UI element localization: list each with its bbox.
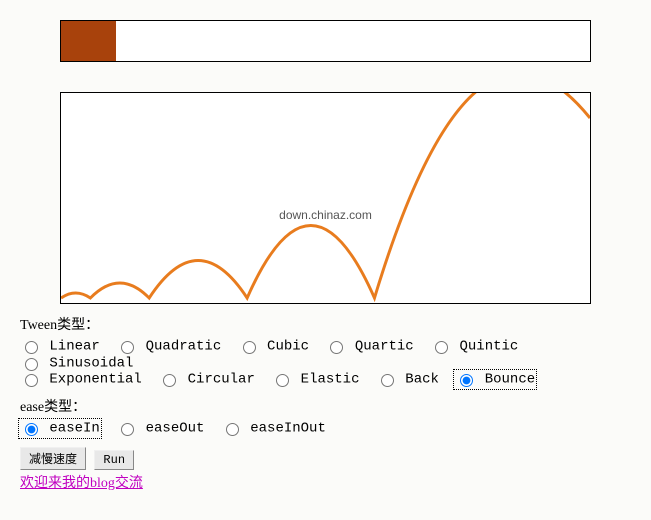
easing-chart: down.chinaz.com	[60, 92, 591, 304]
tween-option-linear[interactable]: Linear	[20, 338, 100, 355]
ease-label: ease类型：	[20, 400, 86, 415]
tween-radio-quadratic[interactable]	[121, 341, 134, 354]
tween-option-quartic[interactable]: Quartic	[325, 338, 413, 355]
tween-radio-back[interactable]	[381, 374, 394, 387]
link-row: 欢迎来我的blog交流	[20, 472, 631, 492]
progress-fill	[61, 21, 116, 61]
tween-option-exponential[interactable]: Exponential	[20, 371, 142, 388]
tween-radio-sinusoidal[interactable]	[25, 358, 38, 371]
tween-option-sinusoidal[interactable]: Sinusoidal	[20, 355, 133, 372]
blog-link[interactable]: 欢迎来我的blog交流	[20, 476, 143, 491]
ease-option-easeout[interactable]: easeOut	[116, 420, 204, 437]
tween-option-elastic[interactable]: Elastic	[271, 371, 359, 388]
run-button[interactable]: Run	[94, 450, 134, 470]
tween-option-quintic[interactable]: Quintic	[430, 338, 518, 355]
tween-options: Linear Quadratic Cubic Quartic Quintic S…	[20, 338, 631, 388]
tween-radio-linear[interactable]	[25, 341, 38, 354]
ease-radio-easeinout[interactable]	[226, 423, 239, 436]
tween-label: Tween类型：	[20, 318, 99, 333]
slow-button[interactable]: 减慢速度	[20, 447, 86, 470]
tween-radio-quartic[interactable]	[330, 341, 343, 354]
tween-option-quadratic[interactable]: Quadratic	[116, 338, 221, 355]
progress-bar	[60, 20, 591, 62]
tween-section: Tween类型： Linear Quadratic Cubic Quartic …	[20, 314, 631, 388]
tween-radio-exponential[interactable]	[25, 374, 38, 387]
ease-radio-easeout[interactable]	[121, 423, 134, 436]
ease-option-easeinout[interactable]: easeInOut	[221, 420, 326, 437]
tween-radio-circular[interactable]	[163, 374, 176, 387]
ease-option-easein[interactable]: easeIn	[20, 420, 100, 437]
button-row: 减慢速度 Run	[20, 447, 631, 470]
tween-option-bounce[interactable]: Bounce	[455, 371, 535, 388]
tween-option-back[interactable]: Back	[376, 371, 439, 388]
tween-radio-elastic[interactable]	[276, 374, 289, 387]
ease-radio-easein[interactable]	[25, 423, 38, 436]
ease-options: easeIn easeOut easeInOut	[20, 420, 631, 437]
tween-radio-quintic[interactable]	[435, 341, 448, 354]
ease-section: ease类型： easeIn easeOut easeInOut	[20, 396, 631, 437]
tween-radio-bounce[interactable]	[460, 374, 473, 387]
bounce-curve	[61, 93, 590, 298]
tween-option-cubic[interactable]: Cubic	[238, 338, 309, 355]
chart-svg	[61, 93, 590, 303]
tween-radio-cubic[interactable]	[243, 341, 256, 354]
watermark-text: down.chinaz.com	[279, 208, 372, 222]
tween-option-circular[interactable]: Circular	[158, 371, 255, 388]
